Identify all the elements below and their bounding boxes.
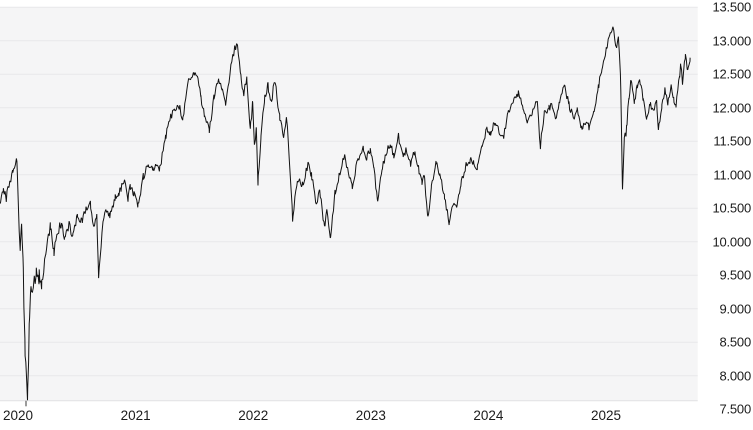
y-axis-label: 9.000: [719, 301, 751, 317]
y-axis-label: 9.500: [719, 267, 751, 283]
y-axis-label: 11.500: [713, 133, 751, 149]
y-axis-label: 8.000: [719, 368, 751, 384]
x-axis-label: 2025: [591, 408, 622, 423]
y-axis-label: 10.000: [712, 234, 751, 250]
x-axis-tick: [25, 400, 27, 407]
x-axis-label: 2021: [120, 408, 151, 423]
y-axis-label: 7.500: [719, 401, 751, 417]
y-axis-label: 13.500: [712, 0, 751, 15]
y-axis-label: 11.000: [713, 167, 751, 183]
plot-area: [0, 7, 698, 401]
y-axis-label: 10.500: [712, 200, 751, 216]
y-axis-label: 13.000: [712, 33, 751, 49]
x-axis-label: 2022: [238, 408, 269, 423]
x-axis-label: 2024: [473, 408, 504, 423]
y-axis-label: 12.000: [712, 100, 751, 116]
price-series-line: [0, 26, 691, 401]
x-axis-label: 2023: [355, 408, 386, 423]
y-axis-label: 8.500: [719, 334, 751, 350]
y-axis-label: 12.500: [712, 66, 751, 82]
x-axis-label: 2020: [3, 408, 34, 423]
